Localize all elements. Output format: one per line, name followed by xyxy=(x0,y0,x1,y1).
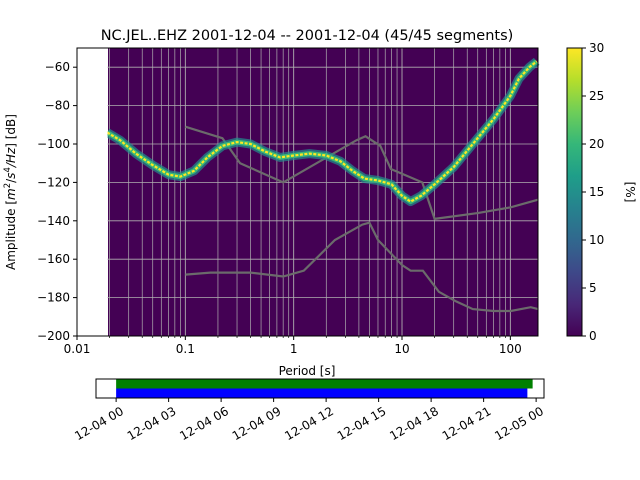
y-tick-label: −80 xyxy=(45,99,70,113)
x-tick-label: 100 xyxy=(499,342,522,356)
y-axis-label-part: /Hz xyxy=(4,147,18,168)
colorbar-tick-label: 25 xyxy=(589,89,604,103)
timeline-tick-label: 12-04 18 xyxy=(387,404,441,443)
colorbar-tick-label: 0 xyxy=(589,329,597,343)
x-tick-label: 1 xyxy=(290,342,298,356)
colorbar-tick-label: 30 xyxy=(589,41,604,55)
y-axis-label-part: 4 xyxy=(3,167,13,172)
x-tick-label: 0.01 xyxy=(64,342,91,356)
y-axis-label-part: ] [dB] xyxy=(4,114,18,148)
y-tick-label: −100 xyxy=(37,137,70,151)
timeline-tick-label: 12-04 12 xyxy=(282,404,336,443)
timeline-tick-label: 12-04 00 xyxy=(72,404,126,443)
timeline-tick-label: 12-04 09 xyxy=(230,404,284,443)
no-data-region xyxy=(77,48,108,336)
y-tick-label: −200 xyxy=(37,329,70,343)
y-axis-label-part: m xyxy=(4,188,18,200)
x-axis-label: Period [s] xyxy=(279,364,336,378)
colorbar-tick-label: 10 xyxy=(589,233,604,247)
y-tick-label: −160 xyxy=(37,252,70,266)
x-tick-label: 0.1 xyxy=(176,342,195,356)
colorbar-tick-label: 15 xyxy=(589,185,604,199)
coverage-bar xyxy=(116,388,528,398)
y-axis-label: Amplitude [m2/s4/Hz] [dB] xyxy=(3,114,18,270)
timeline-tick-label: 12-04 06 xyxy=(177,404,231,443)
colorbar-gradient xyxy=(566,47,583,337)
x-tick-label: 10 xyxy=(394,342,409,356)
y-tick-label: −140 xyxy=(37,214,70,228)
timeline-tick-label: 12-05 00 xyxy=(492,404,546,443)
timeline-tick-label: 12-04 21 xyxy=(440,404,494,443)
heatmap-background xyxy=(108,48,538,336)
y-axis-label-part: / xyxy=(4,178,18,183)
y-axis-ticks: −200 −180 −160 −140 −120 −100 −80 −60 xyxy=(37,60,77,343)
colorbar-tick-label: 20 xyxy=(589,137,604,151)
nlnm-noise-model-line xyxy=(185,221,539,313)
timeline-tick-label: 12-04 15 xyxy=(335,404,389,443)
x-axis-ticks: 0.01 0.1 1 10 100 xyxy=(64,336,522,356)
y-axis-label-part: Amplitude [ xyxy=(4,200,18,270)
y-tick-label: −60 xyxy=(45,60,70,74)
ppsd-mode-line xyxy=(106,60,538,203)
colorbar-ticks: 0 5 10 15 20 25 30 xyxy=(582,41,604,343)
colorbar: 0 5 10 15 20 25 30 [%] xyxy=(566,41,637,343)
coverage-bars xyxy=(116,379,533,398)
colorbar-tick-label: 5 xyxy=(589,281,597,295)
coverage-bar xyxy=(116,379,533,389)
y-tick-label: −120 xyxy=(37,175,70,189)
y-axis-label-part: 2 xyxy=(3,183,13,188)
y-tick-label: −180 xyxy=(37,291,70,305)
nhnm-noise-model-line xyxy=(184,125,539,221)
axes-frame xyxy=(76,47,539,337)
grid-lines xyxy=(107,48,538,337)
timeline-tick-label: 12-04 03 xyxy=(125,404,179,443)
ppsd-heatmap-axes: 0.01 0.1 1 10 100 −200 −180 −160 −140 −120 −100 −8… xyxy=(3,47,540,378)
y-axis-label-part: s xyxy=(4,173,18,179)
figure-title: NC.JEL..EHZ 2001-12-04 -- 2001-12-04 (45… xyxy=(101,28,514,44)
colorbar-label: [%] xyxy=(623,182,637,203)
data-curves xyxy=(104,57,540,313)
